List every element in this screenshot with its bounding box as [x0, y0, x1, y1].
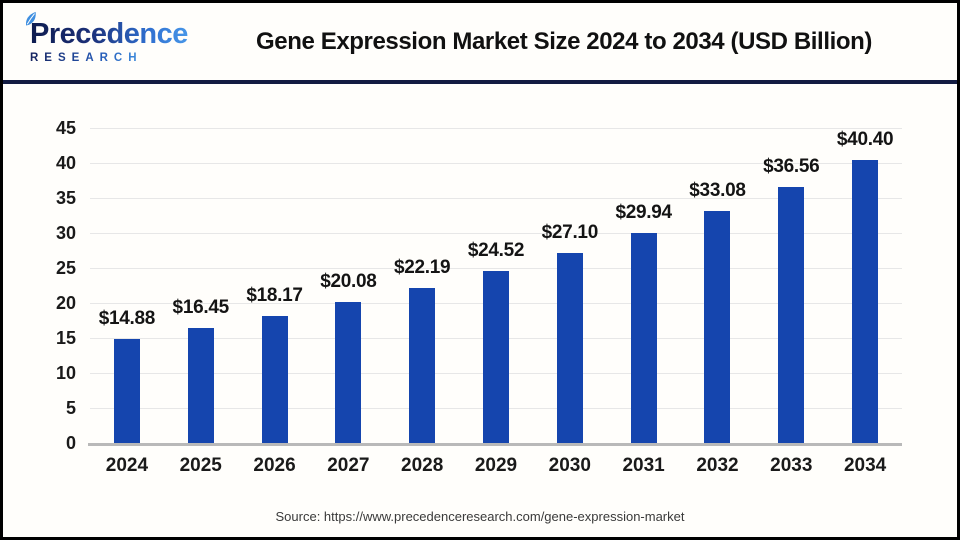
gridline-45: [90, 128, 902, 129]
logo-brand-text: Precedence: [30, 18, 188, 51]
leaf-icon: [25, 11, 36, 26]
bar-2034: [852, 160, 879, 443]
bar-2025: [187, 328, 214, 443]
bar-2033: [778, 187, 805, 443]
gridline-25: [90, 268, 902, 269]
logo-sub-text: RESEARCH: [30, 51, 143, 64]
bar-2029: [483, 271, 509, 443]
y-tick-label-15: 15: [55, 328, 76, 348]
bar-value-label-2024: $14.88: [98, 308, 156, 329]
x-tick-label-2027: 2027: [327, 455, 370, 476]
bar-value-label-2028: $22.19: [394, 257, 451, 278]
y-tick-label-45: 45: [55, 118, 76, 138]
precedence-research-logo: Precedence RESEARCH: [3, 11, 203, 64]
y-tick-label-40: 40: [55, 153, 76, 173]
bar-2028: [409, 288, 436, 443]
title-wrap: Gene Expression Market Size 2024 to 2034…: [203, 28, 957, 56]
bar-value-label-2031: $29.94: [615, 202, 672, 223]
y-tick-label-10: 10: [55, 363, 76, 383]
y-tick-label-25: 25: [55, 258, 76, 278]
bar-value-label-2025: $16.45: [172, 297, 230, 318]
x-tick-label-2025: 2025: [179, 455, 222, 476]
bar-2027: [335, 302, 362, 443]
x-tick-label-2029: 2029: [474, 455, 518, 476]
gridline-40: [90, 163, 902, 164]
x-tick-label-2024: 2024: [105, 455, 149, 476]
x-tick-label-2032: 2032: [696, 455, 739, 476]
bar-2024: [113, 339, 140, 443]
bar-2031: [630, 233, 657, 443]
y-tick-label-5: 5: [65, 398, 76, 418]
x-tick-label-2031: 2031: [622, 455, 665, 476]
bar-value-label-2032: $33.08: [689, 180, 746, 201]
bar-value-label-2030: $27.10: [541, 222, 599, 243]
header-divider: [3, 80, 957, 84]
bar-value-label-2034: $40.40: [836, 129, 894, 150]
x-tick-label-2033: 2033: [770, 455, 813, 476]
gridline-30: [90, 233, 902, 234]
chart-title: Gene Expression Market Size 2024 to 2034…: [256, 27, 872, 55]
x-axis-line: [88, 443, 902, 446]
plot-area: Source: https://www.precedenceresearch.c…: [3, 84, 957, 537]
x-tick-label-2030: 2030: [548, 455, 591, 476]
x-tick-label-2028: 2028: [401, 455, 444, 476]
x-tick-label-2026: 2026: [253, 455, 296, 476]
bar-value-label-2029: $24.52: [467, 240, 525, 261]
y-tick-label-30: 30: [55, 223, 76, 243]
bar-value-label-2026: $18.17: [246, 285, 303, 306]
y-tick-label-35: 35: [55, 188, 76, 208]
header: Precedence RESEARCH Gene Expression Mark…: [3, 3, 957, 80]
bar-2030: [556, 253, 583, 443]
y-tick-label-20: 20: [55, 293, 76, 313]
x-tick-label-2034: 2034: [843, 455, 887, 476]
y-tick-label-0: 0: [65, 433, 76, 453]
bar-value-label-2033: $36.56: [763, 156, 820, 177]
bar-2032: [704, 211, 731, 443]
source-text: Source: https://www.precedenceresearch.c…: [275, 509, 685, 524]
bar-value-label-2027: $20.08: [320, 271, 377, 292]
bar-2026: [261, 316, 288, 443]
gridline-35: [90, 198, 902, 199]
